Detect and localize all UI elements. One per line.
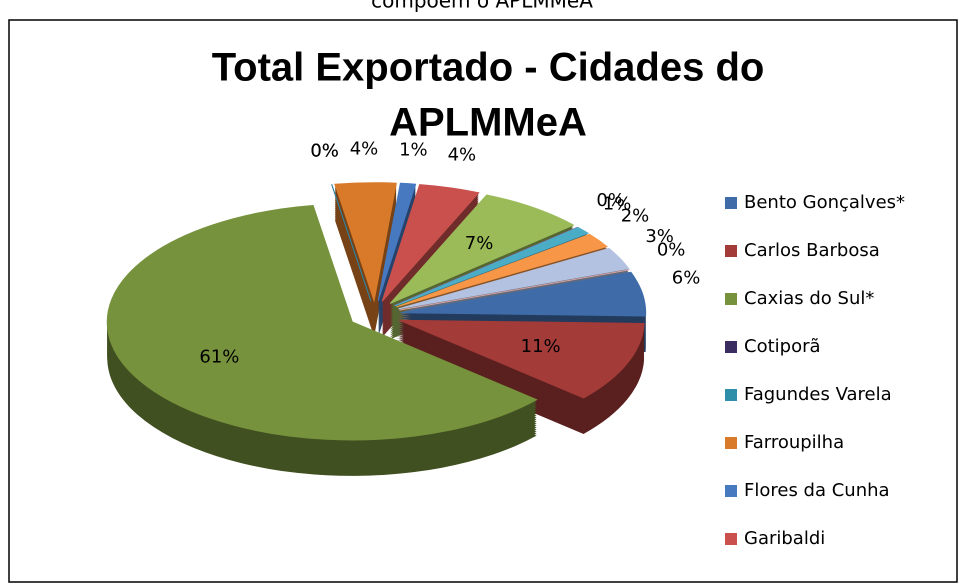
legend-label: Cotiporã [744,336,821,357]
slice-side [378,187,416,305]
legend-label: Fagundes Varela [744,384,892,405]
slice [400,271,647,317]
legend-swatch [725,437,737,449]
data-label: 3% [645,226,674,247]
data-label: 4% [350,139,379,160]
slice-side [378,189,416,307]
legend-swatch [725,245,737,257]
slice-side [378,191,416,309]
legend-swatch [725,197,737,209]
data-label: 61% [199,346,239,367]
slice [394,226,578,306]
data-label: 7% [465,233,494,254]
legend-label: Farroupilha [744,432,844,453]
subtitle: compõem o APLMMeA [371,0,593,13]
legend-label: Garibaldi [744,528,825,549]
slice [389,194,575,304]
data-label: 2% [621,205,650,226]
data-label: 1% [399,140,428,161]
legend-swatch [725,341,737,353]
data-label: 4% [448,144,477,165]
legend-swatch [725,485,737,497]
legend-label: Caxias do Sul* [744,288,874,309]
legend-label: Bento Gonçalves* [744,192,905,213]
slice [394,226,590,307]
data-label: 0% [310,140,339,161]
legend-swatch [725,389,737,401]
slice [396,233,608,308]
slice [381,184,480,302]
slice [377,182,417,301]
slice [398,247,630,310]
legend-swatch [725,533,737,545]
data-label: 0% [657,239,686,260]
data-label: 1% [603,194,632,215]
slice [399,319,645,399]
legend-label: Flores da Cunha [744,480,890,501]
legend-label: Carlos Barbosa [744,240,880,261]
slice [106,204,538,441]
slice [334,182,397,303]
chart-title: Total Exportado - Cidades do [212,46,765,90]
slice [331,184,372,302]
slice-side [378,193,416,311]
data-label: 0% [596,190,625,211]
chart-title: APLMMeA [389,101,587,145]
data-label: 0% [310,140,339,161]
data-label: 6% [672,267,701,288]
legend-swatch [725,293,737,305]
data-label: 11% [521,336,561,357]
